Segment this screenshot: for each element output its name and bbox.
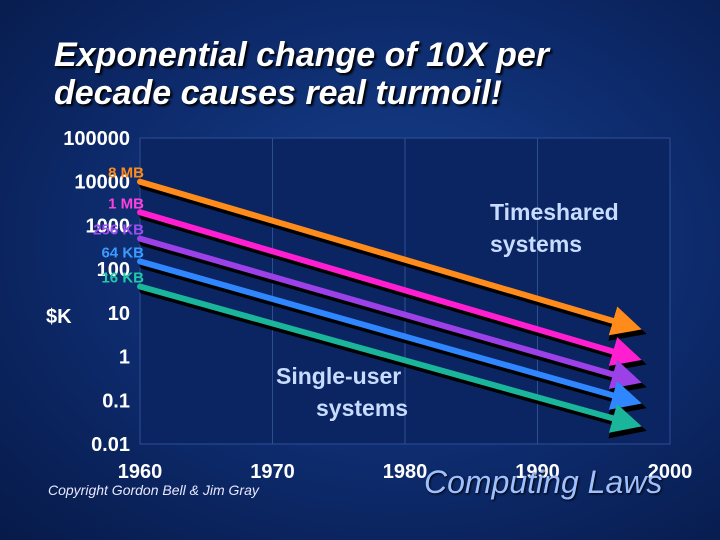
y-tick-label: 100 [97,259,130,281]
series-label: 1 MB [108,195,144,212]
x-tick-label: 2000 [648,461,693,483]
y-tick-label: 1000 [86,215,131,237]
series-line [137,235,642,389]
x-tick-label: 1960 [118,461,163,483]
annotation-singleuser-line1: Single-user [276,363,401,389]
annotation-timeshared-line2: systems [490,231,582,257]
y-tick-label: 10000 [74,172,130,194]
series-line-shadow [139,239,647,395]
annotation-singleuser-line2: systems [316,395,408,421]
series-label: 256 KB [93,222,144,239]
title-line-2: decade causes real turmoil! [54,74,502,112]
x-tick-label: 1980 [383,461,428,483]
series-label: 64 KB [101,244,144,261]
series-lines [137,178,647,439]
y-tick-label: 0.01 [91,434,130,456]
y-tick-label: 1 [119,347,130,369]
y-tick-labels: 100000 10000 1000 100 10 1 0.1 0.01 [63,128,130,456]
series-label: 8 MB [108,165,144,182]
y-axis-label: $K [46,306,72,328]
copyright-text: Copyright Gordon Bell & Jim Gray [48,482,259,498]
series-line [137,178,642,336]
series-labels: 8 MB 1 MB 256 KB 64 KB 16 KB [93,165,144,287]
y-tick-label: 100000 [63,128,130,150]
x-tick-label: 1990 [515,461,560,483]
title-line-1: Exponential change of 10X per [54,36,550,74]
footer-title: Computing Laws [424,464,663,500]
x-tick-labels: 1960 1970 1980 1990 2000 [118,461,693,483]
x-tick-label: 1970 [250,461,295,483]
series-line [137,283,642,433]
series-line [137,209,642,366]
series-line-shadow [139,261,647,416]
annotation-timeshared-line1: Timeshared [490,199,619,225]
series-line-shadow [139,287,647,439]
y-tick-label: 0.1 [102,390,130,412]
series-line [137,258,642,410]
series-label: 16 KB [101,270,144,287]
y-tick-label: 10 [108,303,130,325]
slide-title: Exponential change of 10X per decade cau… [54,36,674,112]
